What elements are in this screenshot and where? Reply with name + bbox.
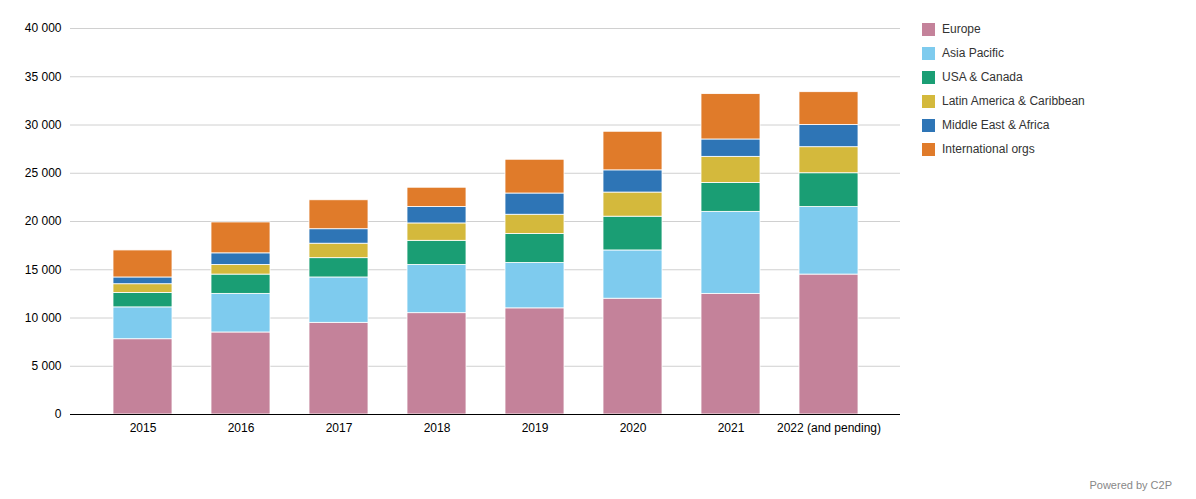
svg-text:2021: 2021 — [718, 421, 745, 435]
svg-text:30 000: 30 000 — [25, 118, 62, 132]
html-text:Europe: Europe — [942, 22, 981, 36]
svg-text:25 000: 25 000 — [25, 166, 62, 180]
svg-text:2016: 2016 — [228, 421, 255, 435]
svg-text:20 000: 20 000 — [25, 214, 62, 228]
html-text:USA & Canada: USA & Canada — [942, 70, 1023, 84]
html-text:Middle East & Africa: Middle East & Africa — [942, 118, 1050, 132]
svg-text:2018: 2018 — [424, 421, 451, 435]
svg-text:0: 0 — [55, 407, 62, 421]
html-text:Asia Pacific: Asia Pacific — [942, 46, 1004, 60]
svg-text:15 000: 15 000 — [25, 263, 62, 277]
svg-text:40 000: 40 000 — [25, 21, 62, 35]
html-text:Powered by C2P: Powered by C2P — [1089, 479, 1172, 491]
svg-text:2020: 2020 — [620, 421, 647, 435]
svg-text:10 000: 10 000 — [25, 311, 62, 325]
svg-text:2017: 2017 — [326, 421, 353, 435]
html-text:Latin America & Caribbean: Latin America & Caribbean — [942, 94, 1085, 108]
svg-text:5 000: 5 000 — [31, 359, 61, 373]
svg-text:2015: 2015 — [130, 421, 157, 435]
svg-text:2019: 2019 — [522, 421, 549, 435]
svg-text:35 000: 35 000 — [25, 70, 62, 84]
svg-text:2022 (and pending): 2022 (and pending) — [777, 421, 881, 435]
html-text:International orgs: International orgs — [942, 142, 1035, 156]
